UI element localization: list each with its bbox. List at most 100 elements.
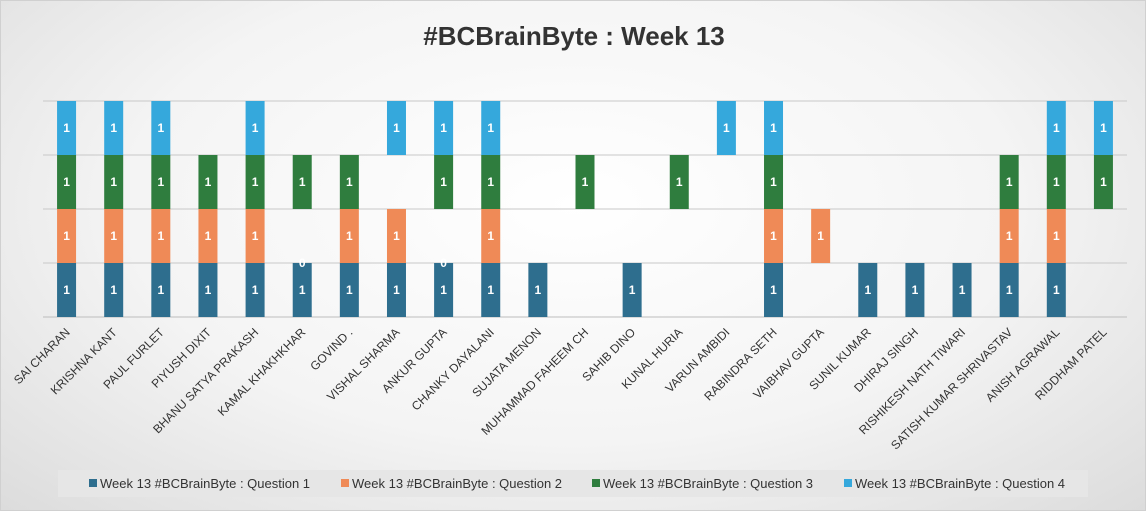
legend: Week 13 #BCBrainByte : Question 1 Week 13… (58, 470, 1088, 497)
data-label: 1 (110, 175, 117, 189)
bar-segment (1093, 155, 1113, 209)
bar-segment (764, 155, 784, 209)
data-label: 1 (252, 121, 259, 135)
bar-segment (999, 263, 1019, 317)
data-label: 1 (959, 283, 966, 297)
legend-swatch (844, 479, 852, 487)
data-label: 1 (487, 283, 494, 297)
bar-segment (386, 263, 406, 317)
category-label: KAMAL KHAKHKHAR (215, 325, 309, 419)
data-label: 1 (1053, 229, 1060, 243)
legend-swatch (592, 479, 600, 487)
data-label: 1 (770, 175, 777, 189)
bar-segment (245, 263, 265, 317)
data-label: 1 (110, 229, 117, 243)
bar-segment (245, 155, 265, 209)
bar-segment (764, 101, 784, 155)
data-label: 1 (393, 229, 400, 243)
data-label: 1 (1006, 229, 1013, 243)
bar-segment (198, 155, 218, 209)
data-label: 1 (1053, 121, 1060, 135)
data-label: 1 (157, 229, 164, 243)
data-label: 1 (1100, 175, 1107, 189)
bar-segment (434, 155, 454, 209)
legend-swatch (89, 479, 97, 487)
data-label: 1 (63, 121, 70, 135)
bar-segment (952, 263, 972, 317)
data-label: 1 (110, 283, 117, 297)
data-label: 1 (1006, 283, 1013, 297)
bar-segment (386, 209, 406, 263)
bar-segment (764, 263, 784, 317)
bar-segment (1093, 101, 1113, 155)
legend-entry: Week 13 #BCBrainByte : Question 3 (603, 476, 813, 491)
bar-segment (151, 263, 171, 317)
data-label: 1 (299, 283, 306, 297)
bar-segment (151, 101, 171, 155)
data-label: 1 (205, 229, 212, 243)
data-label: 1 (157, 283, 164, 297)
bar-segment (905, 263, 925, 317)
bar-segment (1046, 155, 1066, 209)
data-label: 1 (770, 283, 777, 297)
data-label: 0 (440, 256, 447, 270)
data-label: 1 (63, 175, 70, 189)
bar-segment (1046, 263, 1066, 317)
data-label: 1 (346, 229, 353, 243)
data-label: 1 (487, 121, 494, 135)
bar-segment (481, 263, 501, 317)
bar-segment (57, 101, 77, 155)
data-label: 1 (63, 283, 70, 297)
data-label: 1 (157, 121, 164, 135)
data-label: 1 (252, 175, 259, 189)
data-label: 1 (1006, 175, 1013, 189)
bar-segment (858, 263, 878, 317)
data-label: 1 (676, 175, 683, 189)
data-label: 1 (440, 175, 447, 189)
data-label: 1 (346, 175, 353, 189)
data-label: 1 (157, 175, 164, 189)
bar-segment (104, 209, 124, 263)
data-label: 1 (393, 283, 400, 297)
bar-segment (669, 155, 689, 209)
bar-segment (999, 155, 1019, 209)
bar-segment (198, 209, 218, 263)
bar-segment (434, 101, 454, 155)
bar-segment (151, 155, 171, 209)
data-label: 1 (299, 175, 306, 189)
data-label: 1 (1100, 121, 1107, 135)
data-label: 1 (440, 283, 447, 297)
legend-swatch (341, 479, 349, 487)
data-label: 1 (252, 283, 259, 297)
data-label: 1 (535, 283, 542, 297)
bar-segment (104, 101, 124, 155)
bar-segment (1046, 101, 1066, 155)
bar-segment (481, 101, 501, 155)
bar-segment (339, 263, 359, 317)
data-label: 1 (346, 283, 353, 297)
chart-title: #BCBrainByte : Week 13 (423, 21, 725, 51)
data-label: 1 (770, 229, 777, 243)
bar-segment (104, 263, 124, 317)
bar-segment (104, 155, 124, 209)
bars: 1 1 1 1 1 1 1 1 1 1 1 1 1 1 1 1 1 1 1 1 0 1 1 1 1 1 1 1 1 0 1 1 1 1 1 1 1 1 1 1… (57, 101, 1113, 317)
bar-segment (575, 155, 595, 209)
data-label: 1 (205, 283, 212, 297)
bar-segment (57, 209, 77, 263)
bar-segment (245, 101, 265, 155)
data-label: 1 (440, 121, 447, 135)
data-label: 1 (487, 229, 494, 243)
bar-segment (1046, 209, 1066, 263)
legend-entry: Week 13 #BCBrainByte : Question 1 (100, 476, 310, 491)
data-label: 1 (487, 175, 494, 189)
bar-segment (339, 209, 359, 263)
data-label: 1 (393, 121, 400, 135)
data-label: 1 (629, 283, 636, 297)
bar-segment (151, 209, 171, 263)
legend-box (58, 470, 1088, 497)
data-label: 1 (864, 283, 871, 297)
bar-segment (622, 263, 642, 317)
